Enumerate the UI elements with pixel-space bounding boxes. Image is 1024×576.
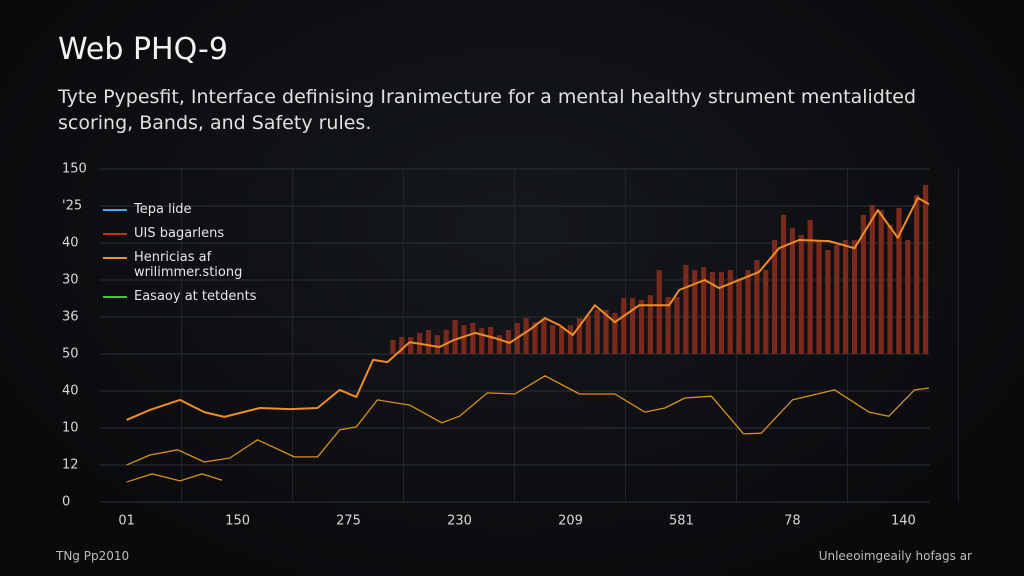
bar	[922, 184, 929, 354]
bar	[470, 322, 476, 354]
bar	[567, 325, 574, 354]
bar	[612, 312, 618, 354]
bar	[905, 240, 911, 354]
bar	[701, 267, 707, 354]
legend-item: UIS bagarlens	[103, 226, 263, 241]
bar	[896, 207, 902, 354]
legend-swatch	[103, 296, 127, 298]
legend-label: Easaoy at tetdents	[134, 289, 257, 304]
bar	[479, 328, 485, 354]
line	[126, 196, 930, 421]
legend-swatch	[103, 233, 127, 235]
y-tick-label: 40	[62, 236, 79, 251]
bar	[541, 319, 547, 354]
bar	[452, 319, 458, 354]
y-tick-label: 0	[62, 495, 70, 510]
bar	[594, 309, 600, 354]
y-tick-label: 150	[62, 162, 87, 177]
y-tick-label: 40	[62, 384, 79, 399]
bar	[674, 297, 680, 354]
bar	[816, 240, 822, 354]
bar	[887, 224, 893, 354]
legend-item: Easaoy at tetdents	[103, 289, 263, 304]
bar	[576, 318, 582, 354]
bar	[745, 270, 751, 354]
bar	[630, 298, 636, 354]
x-tick-label: 581	[669, 514, 694, 529]
x-tick-label: 230	[447, 514, 472, 529]
chart-title: Web PHQ-9	[58, 32, 228, 67]
bar	[692, 270, 698, 354]
x-tick-label: 150	[225, 514, 250, 529]
bar	[807, 220, 813, 354]
bar	[399, 336, 405, 354]
bar	[603, 309, 609, 354]
legend-item: Tepa lide	[103, 202, 263, 217]
y-tick-label: '25	[62, 199, 82, 214]
bar	[851, 240, 858, 354]
x-tick-label: 140	[891, 514, 916, 529]
bar	[860, 214, 867, 354]
y-tick-label: 30	[62, 273, 79, 288]
bar	[665, 297, 671, 354]
x-tick-label: 275	[336, 514, 361, 529]
y-tick-label: 36	[62, 310, 79, 325]
bar	[825, 250, 831, 354]
bar	[763, 270, 769, 354]
x-tick-label: 78	[784, 514, 801, 529]
bar	[443, 329, 449, 354]
bar	[390, 339, 396, 354]
bar	[736, 278, 742, 354]
bar	[434, 335, 440, 354]
bar	[718, 271, 724, 354]
subtitle: scoring, Bands, and Safety rules.	[58, 112, 372, 134]
x-tick-label: 01	[118, 514, 135, 529]
bar	[789, 227, 796, 354]
bar	[914, 194, 920, 354]
bar	[772, 240, 778, 354]
bar	[425, 329, 432, 354]
bar	[487, 326, 494, 354]
bar	[754, 260, 760, 354]
x-tick-label: 209	[558, 514, 583, 529]
bar	[461, 325, 467, 354]
bar	[523, 318, 529, 354]
line	[126, 473, 223, 483]
y-tick-label: 12	[62, 458, 79, 473]
footer-left: TNg Pp2010	[56, 549, 130, 563]
bar	[621, 298, 627, 354]
bar	[727, 270, 733, 354]
legend-label: UIS bagarlens	[134, 226, 225, 241]
subtitle: Tyte Pypesfit, Interface definising Iran…	[58, 86, 917, 108]
bar	[585, 315, 591, 354]
bar	[559, 326, 565, 354]
bar	[780, 214, 787, 354]
bar	[656, 270, 662, 354]
bar	[709, 271, 716, 354]
bar	[843, 240, 849, 354]
footer-right: Unleeoimgeaily hofags ar	[818, 549, 972, 563]
line	[126, 375, 929, 466]
bar	[798, 234, 804, 354]
bar	[532, 322, 538, 354]
bar	[878, 210, 884, 354]
bar	[834, 244, 840, 354]
legend-swatch	[103, 257, 127, 259]
bar	[869, 204, 875, 354]
bar	[638, 299, 645, 354]
bar	[408, 336, 414, 354]
legend-label: Henricias af wrilimmer.stiong	[134, 250, 243, 280]
legend-label: Tepa lide	[134, 202, 192, 217]
y-tick-label: 10	[62, 421, 79, 436]
legend-swatch	[103, 209, 127, 211]
bar	[550, 325, 556, 354]
bar	[683, 264, 689, 354]
legend: Tepa lide UIS bagarlens Henricias af wrili…	[103, 202, 263, 313]
bar	[496, 335, 503, 354]
y-tick-label: 50	[62, 347, 79, 362]
bar	[647, 295, 653, 354]
legend-item: Henricias af wrilimmer.stiong	[103, 250, 263, 280]
